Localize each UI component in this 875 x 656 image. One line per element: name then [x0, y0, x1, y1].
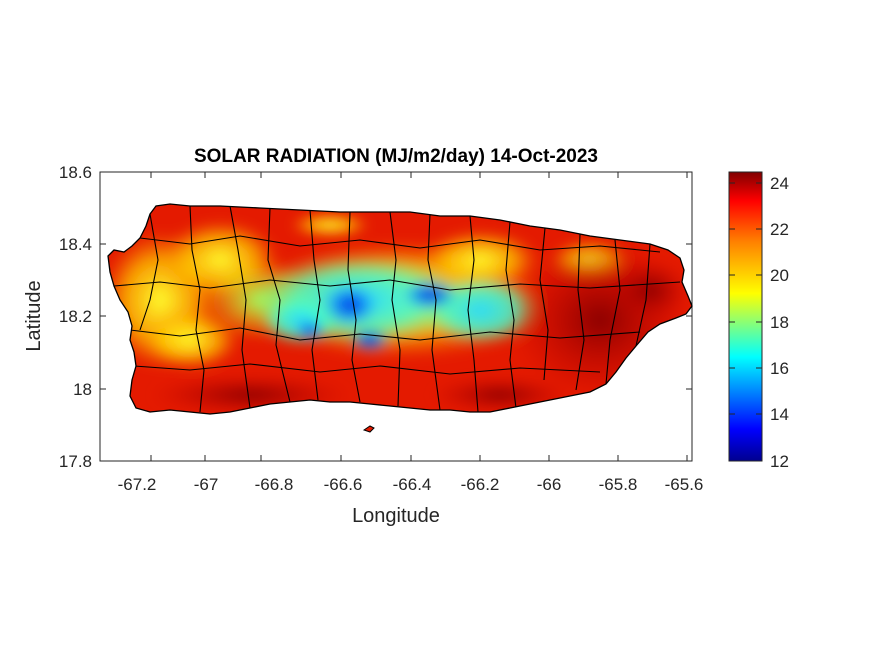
colorbar-ticks: [729, 182, 762, 415]
chart-title: SOLAR RADIATION (MJ/m2/day) 14-Oct-2023: [194, 146, 598, 167]
colorbar-tick-label: 16: [770, 359, 789, 378]
small-island: [362, 425, 375, 433]
x-tick-label: -66: [537, 475, 562, 494]
colorbar-tick-label: 12: [770, 452, 789, 471]
coastline: [107, 203, 693, 415]
solar-radiation-heatmap: [108, 204, 692, 414]
y-axis: [100, 243, 692, 390]
x-tick-label: -66.6: [324, 475, 363, 494]
x-axis-label: Longitude: [352, 505, 440, 527]
colorbar-tick-label: 14: [770, 405, 789, 424]
x-tick-label: -66.2: [461, 475, 500, 494]
x-tick-label: -66.4: [393, 475, 432, 494]
colorbar: [728, 171, 763, 462]
x-axis: [150, 172, 688, 461]
y-tick-label: 18: [73, 380, 92, 399]
x-tick-label: -67: [194, 475, 219, 494]
colorbar-tick-label: 18: [770, 313, 789, 332]
y-tick-label: 18.2: [59, 307, 92, 326]
y-tick-label: 18.6: [59, 163, 92, 182]
y-axis-label: Latitude: [23, 280, 45, 351]
municipality-borders: [113, 205, 681, 413]
x-tick-label: -65.6: [665, 475, 704, 494]
colorbar-tick-label: 24: [770, 174, 789, 193]
colorbar-tick-label: 22: [770, 220, 789, 239]
x-tick-label: -67.2: [118, 475, 157, 494]
colorbar-tick-label: 20: [770, 266, 789, 285]
y-tick-label: 18.4: [59, 235, 92, 254]
y-tick-label: 17.8: [59, 452, 92, 471]
x-tick-label: -66.8: [255, 475, 294, 494]
x-tick-label: -65.8: [599, 475, 638, 494]
